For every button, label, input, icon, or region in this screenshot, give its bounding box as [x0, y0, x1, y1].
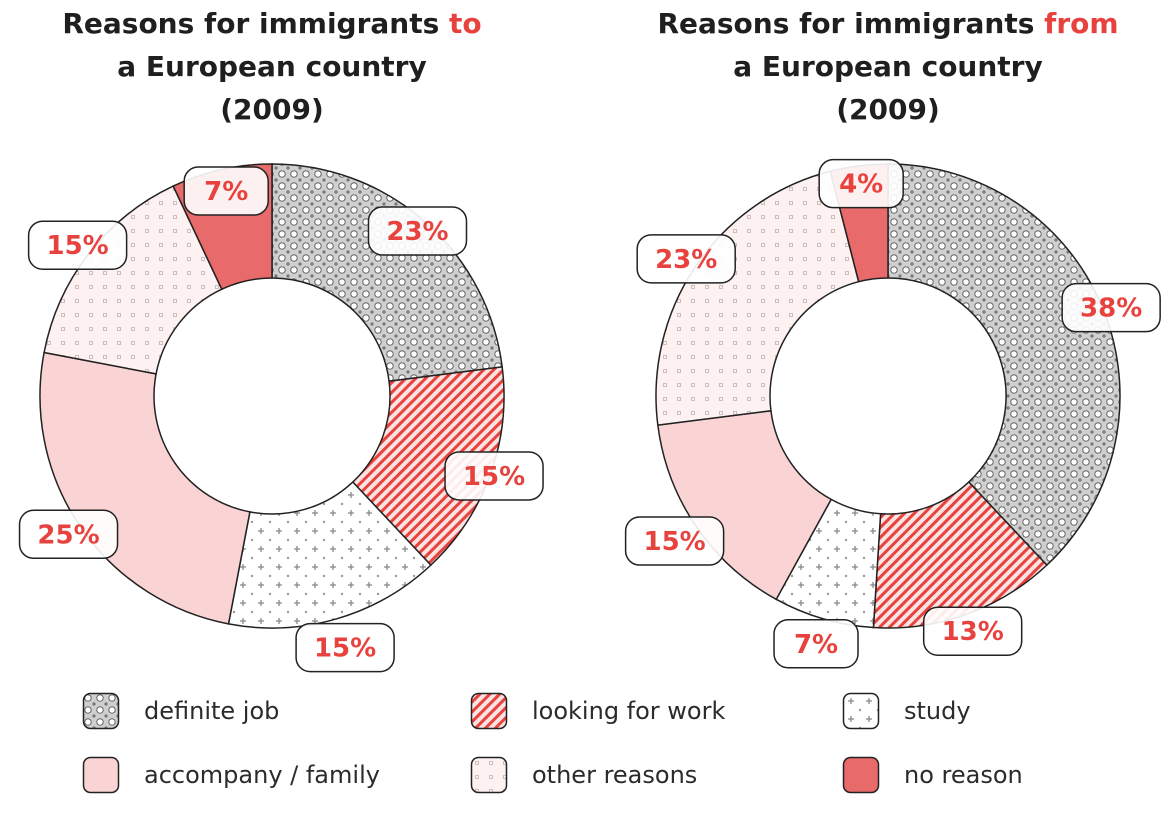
slice-label-box	[367, 206, 468, 256]
chart-title-text: a European country	[733, 50, 1043, 83]
slice-label-box	[1061, 282, 1161, 333]
slice-other-reasons	[655, 170, 860, 426]
slice-label: 13%	[922, 606, 1023, 656]
slice-label: 7%	[183, 166, 269, 216]
slice-label-text: 15%	[47, 231, 109, 261]
slice-accompany-family	[39, 351, 251, 625]
chart-title-text: (2009)	[836, 93, 940, 126]
slice-label-text: 13%	[942, 617, 1004, 647]
slice-label: 23%	[367, 206, 468, 256]
slice-label-text: 15%	[463, 462, 525, 492]
slice-label-box	[636, 234, 736, 284]
chart-title-text: a European country	[117, 50, 427, 83]
slice-study	[227, 480, 432, 629]
slice-label-box	[818, 158, 904, 209]
chart-title-line: a European country	[628, 45, 1148, 88]
chart-title-line: Reasons for immigrants to	[12, 2, 532, 45]
slice-label-box	[295, 622, 395, 673]
chart-title-right: Reasons for immigrants from a European co…	[628, 2, 1148, 131]
slice-label-box	[183, 166, 269, 216]
slice-label: 7%	[773, 619, 859, 669]
slice-label: 15%	[444, 451, 544, 501]
slice-definite-job	[271, 163, 504, 383]
chart-title-line: (2009)	[628, 88, 1148, 131]
chart-title-text: Reasons for immigrants	[657, 7, 1045, 40]
chart-title-line: (2009)	[12, 88, 532, 131]
slice-label-box	[18, 509, 119, 560]
chart-title-line: Reasons for immigrants from	[628, 2, 1148, 45]
slice-other-reasons	[43, 185, 223, 375]
chart-title-text: Reasons for immigrants	[62, 7, 450, 40]
slice-label: 15%	[27, 220, 128, 270]
slice-label-text: 25%	[37, 520, 99, 550]
slice-label-box	[27, 220, 128, 270]
slice-label-box	[773, 619, 859, 669]
slice-looking-for-work	[351, 366, 505, 567]
slice-label-box	[444, 451, 544, 501]
slice-label: 25%	[18, 509, 119, 560]
slice-label-box	[624, 516, 725, 566]
slice-label-text: 4%	[839, 170, 883, 200]
slice-label-text: 23%	[386, 217, 448, 247]
slice-label: 4%	[818, 158, 904, 209]
slice-definite-job	[887, 163, 1121, 567]
slice-label-text: 7%	[794, 630, 838, 660]
donut-chart-from: 38% 13% 7% 15% 23% 4%	[624, 158, 1161, 669]
chart-title-text: (2009)	[220, 93, 324, 126]
slice-label-text: 15%	[314, 634, 376, 664]
slice-label: 23%	[636, 234, 736, 284]
chart-title-highlight: to	[449, 7, 482, 40]
slice-label-box	[922, 606, 1023, 656]
chart-title-line: a European country	[12, 45, 532, 88]
slice-label: 38%	[1061, 282, 1161, 333]
slice-label-text: 15%	[643, 527, 705, 557]
slice-label-text: 23%	[655, 245, 717, 275]
slice-label-text: 38%	[1080, 294, 1142, 324]
slice-accompany-family	[656, 409, 833, 601]
slice-label-text: 7%	[204, 177, 248, 207]
chart-title-left: Reasons for immigrants to a European coun…	[12, 2, 532, 131]
slice-label: 15%	[295, 622, 395, 673]
chart-title-highlight: from	[1044, 7, 1119, 40]
slice-label: 15%	[624, 516, 725, 566]
donut-chart-to: 23% 15% 15% 25% 15% 7%	[18, 163, 544, 673]
